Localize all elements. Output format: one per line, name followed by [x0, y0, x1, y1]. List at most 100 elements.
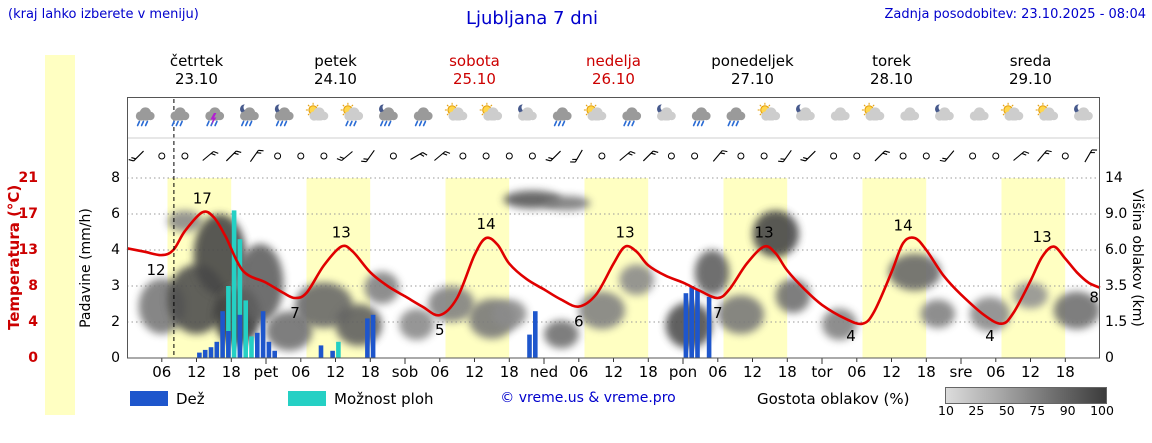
cloud-density-scale: 10 25 50 75 90 100: [938, 403, 1114, 418]
day-name: četrtek: [169, 52, 224, 70]
left-accent-strip: [45, 55, 75, 415]
day-date: 27.10: [731, 70, 774, 88]
wind-calm-icon: [505, 152, 513, 160]
wind-calm-icon: [760, 152, 768, 160]
svg-text:12: 12: [326, 363, 345, 381]
density-tick-label: 25: [968, 403, 985, 418]
precipitation-tick-label: 6: [111, 206, 120, 222]
weather-icon-sun_rain: [340, 102, 364, 127]
svg-text:06: 06: [569, 363, 588, 381]
weather-icon-moon_cloud: [935, 103, 954, 121]
wind-calm-icon: [297, 152, 305, 160]
weather-icon-rain: [170, 107, 190, 127]
svg-text:06: 06: [847, 363, 866, 381]
wind-calm-icon: [737, 152, 745, 160]
cloud-height-tick-label: 9.0: [1105, 206, 1128, 222]
weather-icon-rain: [413, 107, 433, 127]
showers-legend-swatch: [288, 391, 326, 406]
svg-text:12: 12: [146, 261, 165, 279]
day-date: 24.10: [314, 70, 357, 88]
weather-icon-sun_cloud: [583, 102, 607, 121]
weather-icon-moon_cloud: [518, 103, 537, 121]
svg-text:4: 4: [985, 327, 995, 345]
wind-calm-icon: [899, 152, 907, 160]
wind-calm-icon: [691, 152, 699, 160]
svg-text:18: 18: [222, 363, 241, 381]
weather-icon-moon_cloud: [657, 103, 676, 121]
weather-icon-moon_cloud: [1074, 103, 1093, 121]
precipitation-axis-title: Padavine (mm/h): [78, 208, 94, 328]
svg-text:18: 18: [639, 363, 658, 381]
wind-calm-icon: [320, 152, 328, 160]
wind-barb-icon: [778, 149, 792, 163]
density-tick-label: 100: [1090, 403, 1114, 418]
weather-icon-cloud: [830, 107, 850, 121]
density-tick-label: 90: [1059, 403, 1076, 418]
svg-text:13: 13: [332, 224, 351, 242]
density-tick-label: 50: [998, 403, 1015, 418]
cloud-height-tick-label: 6.0: [1105, 242, 1128, 258]
svg-text:7: 7: [713, 304, 723, 322]
weather-icon-sun_cloud: [444, 102, 468, 121]
wind-barb-icon: [712, 150, 728, 162]
svg-text:13: 13: [755, 224, 774, 242]
precipitation-tick-label: 8: [111, 170, 120, 186]
plot-frame: [127, 97, 1100, 359]
svg-text:13: 13: [616, 224, 635, 242]
weather-icon-sun_cloud: [1035, 102, 1059, 121]
wind-calm-icon: [598, 152, 606, 160]
cloud-height-tick-label: 3.5: [1105, 278, 1128, 294]
copyright-link[interactable]: © vreme.us & vreme.pro: [500, 390, 676, 406]
svg-text:8: 8: [1089, 289, 1099, 307]
cloud-height-tick-label: 1.5: [1105, 314, 1128, 330]
svg-text:14: 14: [894, 217, 913, 235]
weather-icon-rain: [622, 107, 642, 127]
shower-bars: [226, 210, 341, 358]
svg-text:12: 12: [743, 363, 762, 381]
svg-text:12: 12: [465, 363, 484, 381]
precipitation-tick-label: 2: [111, 314, 120, 330]
wind-barb-icon: [202, 150, 219, 161]
wind-calm-icon: [853, 152, 861, 160]
wind-calm-icon: [667, 152, 675, 160]
svg-text:12: 12: [1021, 363, 1040, 381]
svg-text:5: 5: [435, 321, 445, 339]
svg-text:6: 6: [574, 313, 584, 331]
svg-text:18: 18: [500, 363, 519, 381]
svg-text:18: 18: [778, 363, 797, 381]
meteogram-plot: 12 17 7 13 5 14 6 13 7 13 4 14 4 13 8 06 12 18 pet 06 12 18 so…: [126, 97, 1101, 381]
day-date: 23.10: [175, 70, 218, 88]
last-update-label: Zadnja posodobitev: 23.10.2025 - 08:04: [884, 7, 1146, 22]
x-axis: 06 12 18 pet 06 12 18 sob 06 12 18 ned 06 12 18 pon 06 12…: [152, 358, 1075, 381]
wind-calm-icon: [830, 152, 838, 160]
weather-icon-moon_rain: [379, 103, 398, 127]
svg-text:sob: sob: [392, 363, 419, 381]
day-name: petek: [314, 52, 357, 70]
wind-barb-icon: [249, 149, 264, 163]
rain-legend-label: Dež: [176, 390, 205, 408]
weather-icon-storm: [205, 107, 225, 127]
weather-icon-sun_cloud: [305, 102, 329, 121]
day-date: 29.10: [1009, 70, 1052, 88]
precipitation-tick-label: 3: [111, 278, 120, 294]
weather-icon-moon_rain: [240, 103, 259, 127]
svg-text:sre: sre: [950, 363, 973, 381]
wind-calm-icon: [969, 152, 977, 160]
cloud-density-gradient: [945, 387, 1107, 404]
menu-hint: (kraj lahko izberete v meniju): [8, 7, 199, 22]
wind-barb-icon: [1013, 150, 1030, 161]
wind-barbs: [128, 149, 1098, 163]
wind-barb-icon: [874, 150, 890, 162]
wind-barb-icon: [225, 150, 242, 162]
wind-barb-icon: [434, 150, 451, 161]
wind-barb-icon: [410, 152, 428, 160]
cloud-height-tick-label: 0: [1105, 350, 1114, 366]
temperature-tick-label: 4: [28, 314, 38, 330]
wind-calm-icon: [158, 152, 166, 160]
temperature-tick-label: 21: [18, 170, 38, 186]
svg-text:06: 06: [291, 363, 310, 381]
weather-icon-moon_rain: [274, 103, 294, 127]
cloud-density-label: Gostota oblakov (%): [757, 390, 910, 408]
weather-icon-rain: [726, 107, 746, 127]
